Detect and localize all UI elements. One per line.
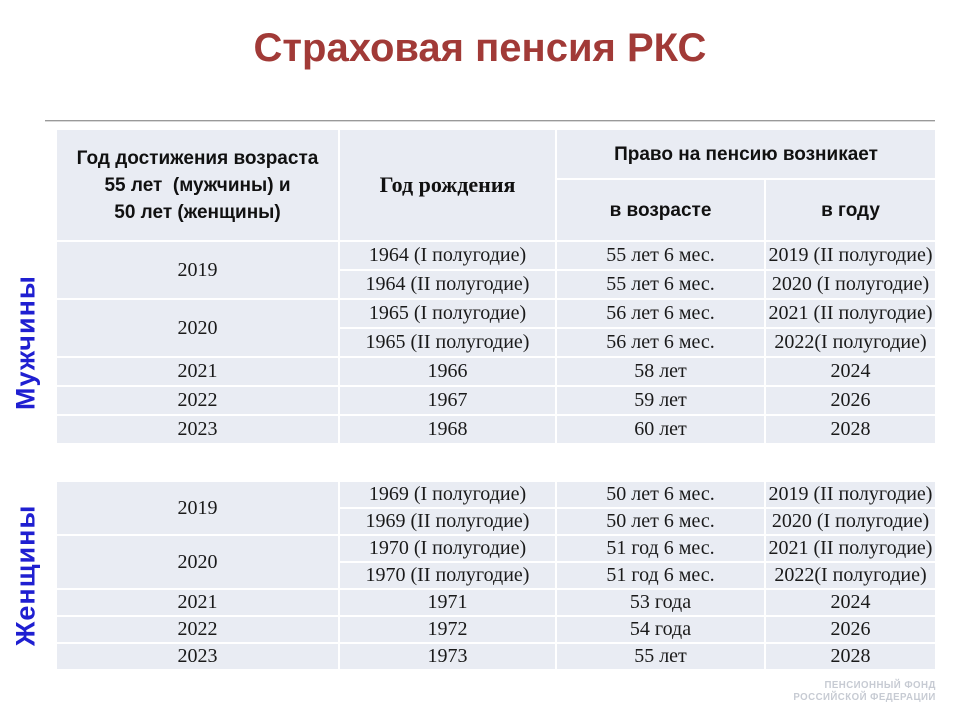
- cell-birth: 1964 (II полугодие): [338, 269, 557, 300]
- header-birth-year-cell: Год рождения: [338, 128, 557, 242]
- cell-in-year: 2022(I полугодие): [764, 561, 937, 590]
- cell-at-age: 50 лет 6 мес.: [555, 507, 766, 536]
- table-row: 2022 1967 59 лет 2026: [55, 385, 938, 416]
- cell-birth: 1972: [338, 615, 557, 644]
- cell-age-year: 2021: [55, 588, 340, 617]
- cell-birth: 1971: [338, 588, 557, 617]
- cell-at-age: 55 лет 6 мес.: [555, 240, 766, 271]
- header-sub-year-cell: в году: [763, 178, 938, 242]
- men-group-label: Мужчины: [10, 275, 41, 410]
- cell-in-year: 2026: [764, 615, 937, 644]
- cell-at-age: 58 лет: [555, 356, 766, 387]
- cell-birth: 1969 (I полугодие): [338, 480, 557, 509]
- header-sub-age-cell: в возрасте: [555, 178, 766, 242]
- cell-in-year: 2028: [764, 642, 937, 671]
- women-group-label: Женщины: [10, 504, 41, 646]
- table-row: 2021 1971 53 года 2024: [55, 588, 937, 617]
- cell-in-year: 2021 (II полугодие): [763, 298, 938, 329]
- cell-at-age: 51 год 6 мес.: [555, 534, 766, 563]
- cell-age-year: 2019: [55, 240, 340, 300]
- cell-birth: 1969 (II полугодие): [338, 507, 557, 536]
- cell-birth: 1970 (II полугодие): [338, 561, 557, 590]
- watermark-line1: ПЕНСИОННЫЙ ФОНД: [824, 679, 936, 691]
- cell-at-age: 53 года: [555, 588, 766, 617]
- cell-age-year: 2023: [55, 414, 340, 445]
- table-row: 2022 1972 54 года 2026: [55, 615, 937, 644]
- cell-at-age: 54 года: [555, 615, 766, 644]
- cell-age-year: 2022: [55, 385, 340, 416]
- table-row: 2023 1973 55 лет 2028: [55, 642, 937, 671]
- cell-at-age: 55 лет 6 мес.: [555, 269, 766, 300]
- cell-age-year: 2023: [55, 642, 340, 671]
- table-row: 2019 1969 (I полугодие) 50 лет 6 мес. 20…: [55, 480, 937, 536]
- cell-in-year: 2020 (I полугодие): [763, 269, 938, 300]
- cell-age-year: 2020: [55, 298, 340, 358]
- cell-birth: 1965 (I полугодие): [338, 298, 557, 329]
- cell-at-age: 50 лет 6 мес.: [555, 480, 766, 509]
- women-pension-table: 2019 1969 (I полугодие) 50 лет 6 мес. 20…: [55, 480, 937, 671]
- table-row: 1965 (II полугодие) 56 лет 6 мес. 2022(I…: [56, 327, 938, 358]
- cell-birth: 1964 (I полугодие): [338, 240, 557, 271]
- cell-birth: 1966: [338, 356, 557, 387]
- cell-age-year: 2019: [55, 480, 340, 536]
- cell-birth: 1973: [338, 642, 557, 671]
- table-row: 2019 1964 (I полугодие) 55 лет 6 мес. 20…: [55, 240, 938, 300]
- cell-birth: 1970 (I полугодие): [338, 534, 557, 563]
- cell-in-year: 2021 (II полугодие): [764, 534, 937, 563]
- pension-fund-watermark: ПЕНСИОННЫЙ ФОНД РОССИЙСКОЙ ФЕДЕРАЦИИ: [794, 679, 936, 703]
- men-pension-table: Год достижения возраста 55 лет (мужчины)…: [55, 128, 938, 445]
- table-row: 2021 1966 58 лет 2024: [55, 356, 938, 387]
- header-row-2: в возрасте в году: [56, 178, 938, 242]
- cell-in-year: 2028: [763, 414, 938, 445]
- cell-in-year: 2019 (II полугодие): [764, 480, 937, 509]
- header-right-title-cell: Право на пенсию возникает: [554, 128, 938, 180]
- cell-in-year: 2019 (II полугодие): [763, 240, 938, 271]
- header-age-year-cell: Год достижения возраста 55 лет (мужчины)…: [55, 128, 340, 242]
- page-title: Страховая пенсия РКС: [253, 26, 707, 70]
- cell-at-age: 56 лет 6 мес.: [555, 298, 766, 329]
- table-row: 2023 1968 60 лет 2028: [55, 414, 938, 445]
- table-row: 1964 (II полугодие) 55 лет 6 мес. 2020 (…: [56, 269, 938, 300]
- table-row: 1969 (II полугодие) 50 лет 6 мес. 2020 (…: [56, 507, 937, 536]
- header-row-1: Год достижения возраста 55 лет (мужчины)…: [55, 128, 938, 242]
- cell-age-year: 2022: [55, 615, 340, 644]
- header-age-year-line3: 50 лет (женщины): [114, 201, 281, 223]
- cell-birth: 1967: [338, 385, 557, 416]
- title-divider-line: [45, 120, 935, 122]
- cell-at-age: 59 лет: [555, 385, 766, 416]
- cell-age-year: 2020: [55, 534, 340, 590]
- cell-age-year: 2021: [55, 356, 340, 387]
- cell-at-age: 55 лет: [555, 642, 766, 671]
- cell-in-year: 2024: [764, 588, 937, 617]
- cell-at-age: 56 лет 6 мес.: [555, 327, 766, 358]
- table-row: 1970 (II полугодие) 51 год 6 мес. 2022(I…: [56, 561, 937, 590]
- cell-in-year: 2026: [763, 385, 938, 416]
- header-age-year-line1: Год достижения возраста: [76, 147, 319, 169]
- watermark-line2: РОССИЙСКОЙ ФЕДЕРАЦИИ: [793, 691, 936, 703]
- cell-in-year: 2024: [763, 356, 938, 387]
- header-age-year-line2: 55 лет (мужчины) и: [104, 174, 291, 196]
- table-row: 2020 1965 (I полугодие) 56 лет 6 мес. 20…: [55, 298, 938, 358]
- cell-at-age: 60 лет: [555, 414, 766, 445]
- cell-in-year: 2022(I полугодие): [763, 327, 938, 358]
- table-row: 2020 1970 (I полугодие) 51 год 6 мес. 20…: [55, 534, 937, 590]
- cell-birth: 1968: [338, 414, 557, 445]
- cell-birth: 1965 (II полугодие): [338, 327, 557, 358]
- cell-at-age: 51 год 6 мес.: [555, 561, 766, 590]
- cell-in-year: 2020 (I полугодие): [764, 507, 937, 536]
